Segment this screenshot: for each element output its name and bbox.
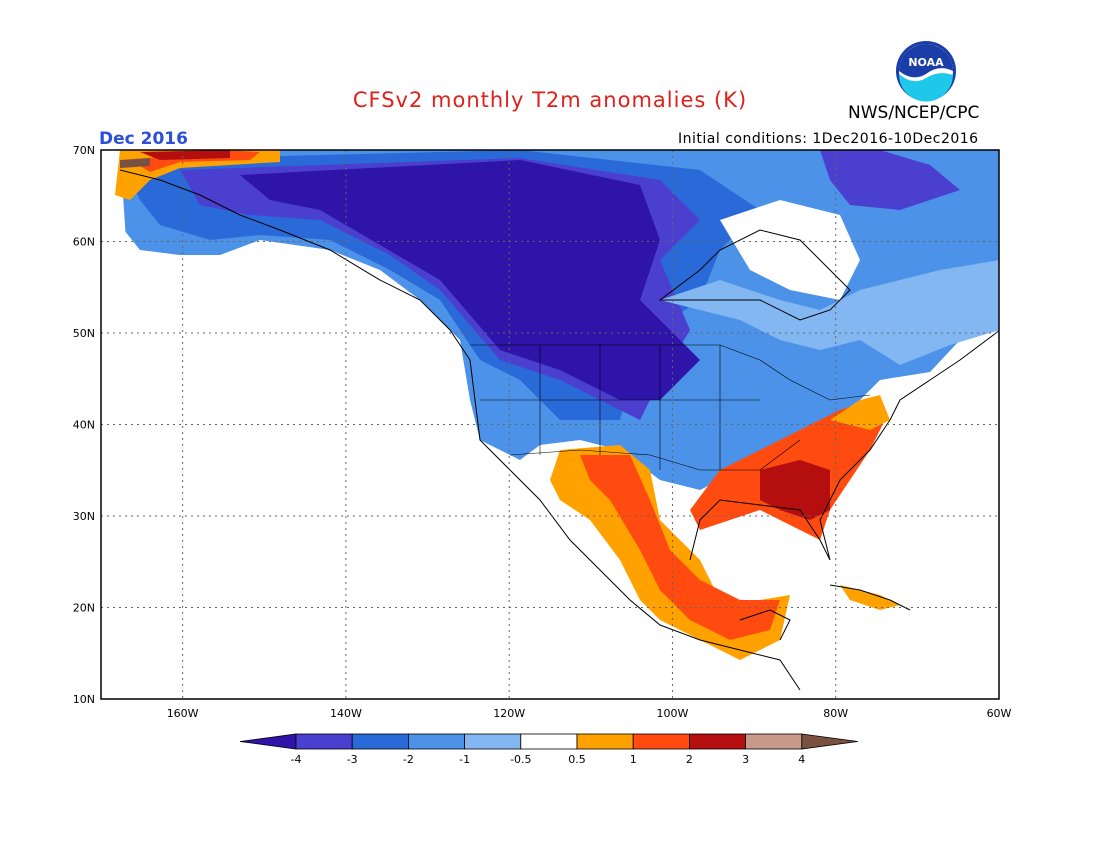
colorbar-label: -4 [291, 753, 302, 766]
colorbar-high-arrow [801, 733, 858, 750]
longitude-label: 140W [330, 707, 362, 720]
coastlines [119, 169, 999, 691]
colorbar-label: -3 [347, 753, 358, 766]
latitude-label: 50N [73, 327, 95, 340]
colorbar-label: 3 [742, 753, 749, 766]
valid-month-label: Dec 2016 [99, 129, 188, 149]
colorbar-label: 0.5 [568, 753, 586, 766]
colorbar-swatch [689, 733, 747, 750]
colorbar-swatch [295, 733, 353, 750]
colorbar-swatch [576, 733, 634, 750]
colorbar-label: 4 [798, 753, 805, 766]
axis-labels: 70N 60N 50N 40N 30N 20N 10N 160W 140W 120W 100W 80W… [73, 144, 1012, 720]
latitude-label: 60N [73, 236, 95, 249]
colorbar: -4 -3 -2 -1 -0.5 0.5 1 2 3 4 [239, 733, 858, 766]
initial-conditions-label: Initial conditions: 1Dec2016-10Dec2016 [678, 131, 979, 147]
latitude-label: 20N [73, 602, 95, 615]
colorbar-swatch [351, 733, 409, 750]
latitude-label: 40N [73, 419, 95, 432]
borders [470, 344, 871, 471]
colorbar-swatch [407, 733, 465, 750]
colorbar-low-arrow [239, 733, 297, 750]
longitude-label: 160W [167, 707, 199, 720]
colorbar-label: -0.5 [510, 753, 531, 766]
latitude-label: 30N [73, 510, 95, 523]
agency-label: NWS/NCEP/CPC [848, 103, 980, 123]
colorbar-label: 2 [686, 753, 693, 766]
colorbar-label: 1 [630, 753, 637, 766]
longitude-label: 60W [987, 707, 1012, 720]
latitude-label: 70N [73, 144, 95, 157]
colorbar-swatch [464, 733, 522, 750]
longitude-label: 120W [493, 707, 525, 720]
map-frame [100, 149, 1000, 700]
noaa-logo: NOAA [895, 40, 957, 102]
colorbar-label: -2 [403, 753, 414, 766]
logo-text: NOAA [908, 56, 944, 69]
latitude-label: 10N [73, 693, 95, 706]
longitude-label: 100W [657, 707, 689, 720]
chart-title: CFSv2 monthly T2m anomalies (K) [352, 88, 748, 112]
colorbar-swatch [745, 733, 803, 750]
colorbar-swatch [632, 733, 690, 750]
graticule [101, 150, 999, 699]
colorbar-label: -1 [459, 753, 470, 766]
colorbar-swatch [520, 733, 578, 750]
longitude-label: 80W [823, 707, 848, 720]
